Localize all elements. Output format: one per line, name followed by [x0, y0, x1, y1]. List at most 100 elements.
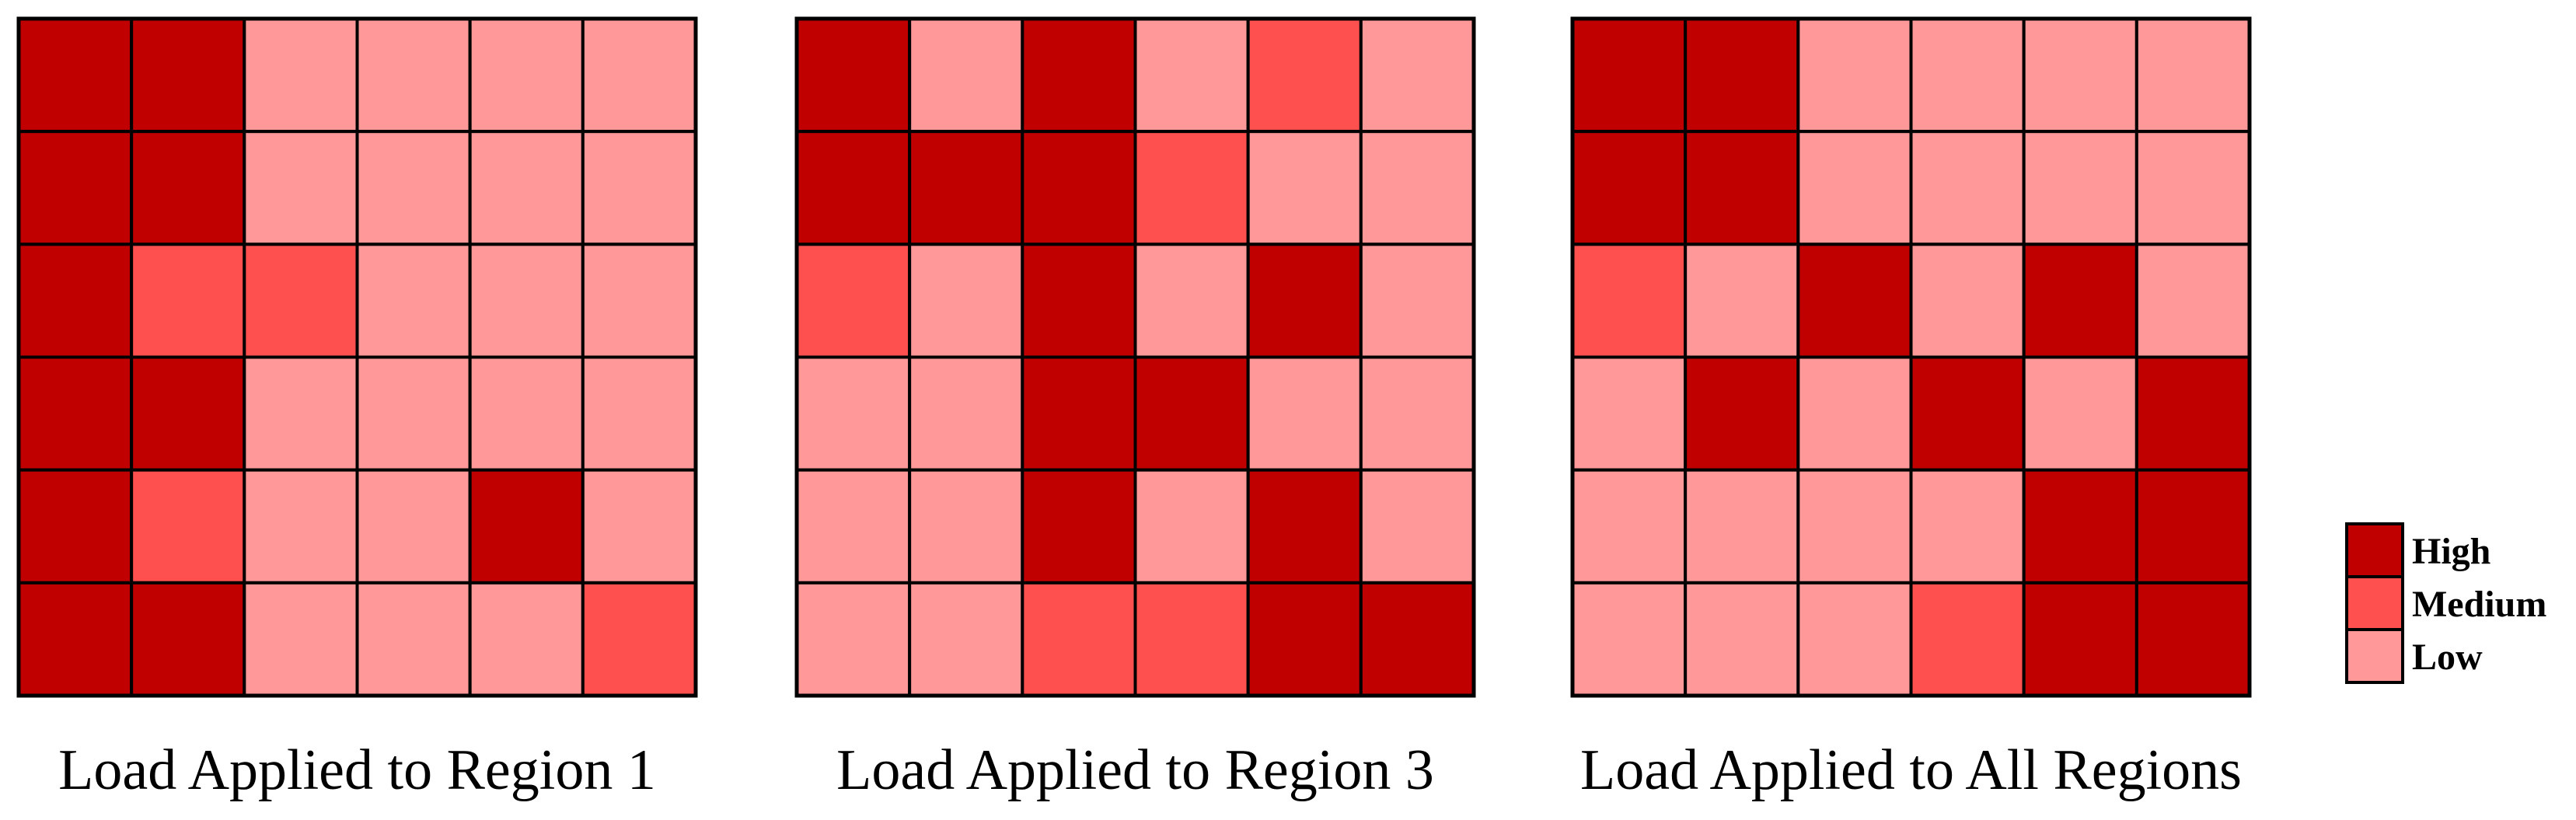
- heatmap-cell: [17, 468, 134, 584]
- heatmap-cell: [243, 130, 359, 246]
- heatmap-cell: [243, 355, 359, 472]
- heatmap-cell: [130, 468, 246, 584]
- heatmap-cell: [468, 130, 585, 246]
- heatmap-cell: [130, 355, 246, 472]
- heatmap-cell: [1133, 468, 1250, 584]
- heatmap-cell: [2022, 581, 2138, 698]
- heatmap-cell: [1571, 468, 1688, 584]
- heatmap-2: Load Applied to Region 3: [794, 16, 1476, 802]
- heatmap-cell: [581, 355, 698, 472]
- heatmap-cell: [795, 130, 912, 246]
- heatmap-cell: [2134, 17, 2252, 134]
- heatmap-cell: [908, 17, 1024, 134]
- heatmap-border: [1570, 16, 2252, 698]
- heatmap-cell: [2134, 355, 2252, 472]
- heatmap-border: [794, 16, 1476, 698]
- heatmap-cell: [1246, 581, 1363, 698]
- heatmap-1: Load Applied to Region 1: [16, 16, 698, 802]
- heatmap-title: Load Applied to Region 3: [836, 738, 1434, 802]
- heatmap-cell: [1021, 355, 1137, 472]
- heatmap-cell: [581, 243, 698, 359]
- heatmap-cell: [468, 468, 585, 584]
- heatmap-cell: [908, 130, 1024, 246]
- heatmap-cell: [355, 468, 472, 584]
- heatmap-cell: [17, 355, 134, 472]
- heatmap-cell: [17, 581, 134, 698]
- heatmap-cell: [243, 581, 359, 698]
- heatmap-cell: [130, 130, 246, 246]
- heatmap-cell: [1909, 130, 2026, 246]
- heatmap-cell: [1359, 355, 1475, 472]
- heatmap-cell: [1246, 17, 1363, 134]
- heatmap-cell: [130, 243, 246, 359]
- heatmap-cell: [243, 468, 359, 584]
- heatmap-cell: [1021, 17, 1137, 134]
- heatmap-cell: [1246, 243, 1363, 359]
- heatmap-cell: [1796, 243, 1913, 359]
- heatmap-cell: [2134, 468, 2252, 584]
- legend-label-high: High: [2412, 531, 2490, 572]
- heatmap-cell: [1571, 355, 1688, 472]
- heatmap-cell: [1796, 355, 1913, 472]
- heatmap-cell: [355, 243, 472, 359]
- heatmap-cell: [581, 468, 698, 584]
- heatmap-cell: [1246, 355, 1363, 472]
- heatmap-cell: [581, 130, 698, 246]
- heatmap-cell: [1571, 130, 1688, 246]
- heatmap-cell: [908, 468, 1024, 584]
- heatmap-cell: [1359, 581, 1475, 698]
- heatmap-cell: [130, 581, 246, 698]
- heatmap-cell: [795, 468, 912, 584]
- heatmap-title: Load Applied to All Regions: [1580, 738, 2242, 802]
- legend-label-medium: Medium: [2412, 584, 2546, 625]
- heatmap-cell: [1021, 130, 1137, 246]
- heatmap-cell: [130, 17, 246, 134]
- legend: High Medium Low: [2345, 522, 2546, 684]
- heatmap-cell: [1021, 243, 1137, 359]
- heatmap-cell: [1909, 581, 2026, 698]
- heatmap-cell: [581, 17, 698, 134]
- heatmap-cell: [1796, 468, 1913, 584]
- legend-swatch-high: [2345, 522, 2404, 578]
- heatmap-cell: [1359, 468, 1475, 584]
- heatmap-cell: [1909, 468, 2026, 584]
- heatmap-cell: [1133, 355, 1250, 472]
- heatmap-cell: [17, 130, 134, 246]
- heatmap-cell: [2022, 468, 2138, 584]
- heatmap-cell: [2022, 243, 2138, 359]
- heatmap-cell: [355, 17, 472, 134]
- heatmap-cell: [581, 581, 698, 698]
- legend-swatch-low: [2345, 628, 2404, 684]
- heatmap-cell: [1571, 17, 1688, 134]
- heatmap-cell: [1684, 468, 1800, 584]
- heatmap-cell: [1133, 581, 1250, 698]
- heatmap-cell: [908, 355, 1024, 472]
- heatmap-border: [16, 16, 698, 698]
- heatmap-cell: [468, 243, 585, 359]
- heatmap-cell: [1684, 355, 1800, 472]
- heatmap-cell: [17, 243, 134, 359]
- legend-label-low: Low: [2412, 637, 2483, 678]
- heatmap-cell: [355, 355, 472, 472]
- heatmap-cell: [2134, 581, 2252, 698]
- heatmap-cell: [1359, 17, 1475, 134]
- heatmap-cell: [1684, 243, 1800, 359]
- heatmap-cell: [243, 17, 359, 134]
- heatmap-cell: [1133, 17, 1250, 134]
- heatmap-cell: [1909, 355, 2026, 472]
- heatmap-cell: [1246, 468, 1363, 584]
- heatmap-cell: [795, 355, 912, 472]
- heatmap-cell: [1359, 243, 1475, 359]
- heatmap-cell: [2134, 243, 2252, 359]
- heatmap-cell: [1684, 17, 1800, 134]
- heatmap-cell: [17, 17, 134, 134]
- heatmap-cell: [468, 17, 585, 134]
- heatmap-cell: [1359, 130, 1475, 246]
- heatmap-cell: [908, 243, 1024, 359]
- heatmap-cell: [795, 17, 912, 134]
- heatmap-cell: [355, 130, 472, 246]
- heatmap-cell: [1021, 581, 1137, 698]
- heatmap-3: Load Applied to All Regions: [1570, 16, 2252, 802]
- heatmap-cell: [1133, 130, 1250, 246]
